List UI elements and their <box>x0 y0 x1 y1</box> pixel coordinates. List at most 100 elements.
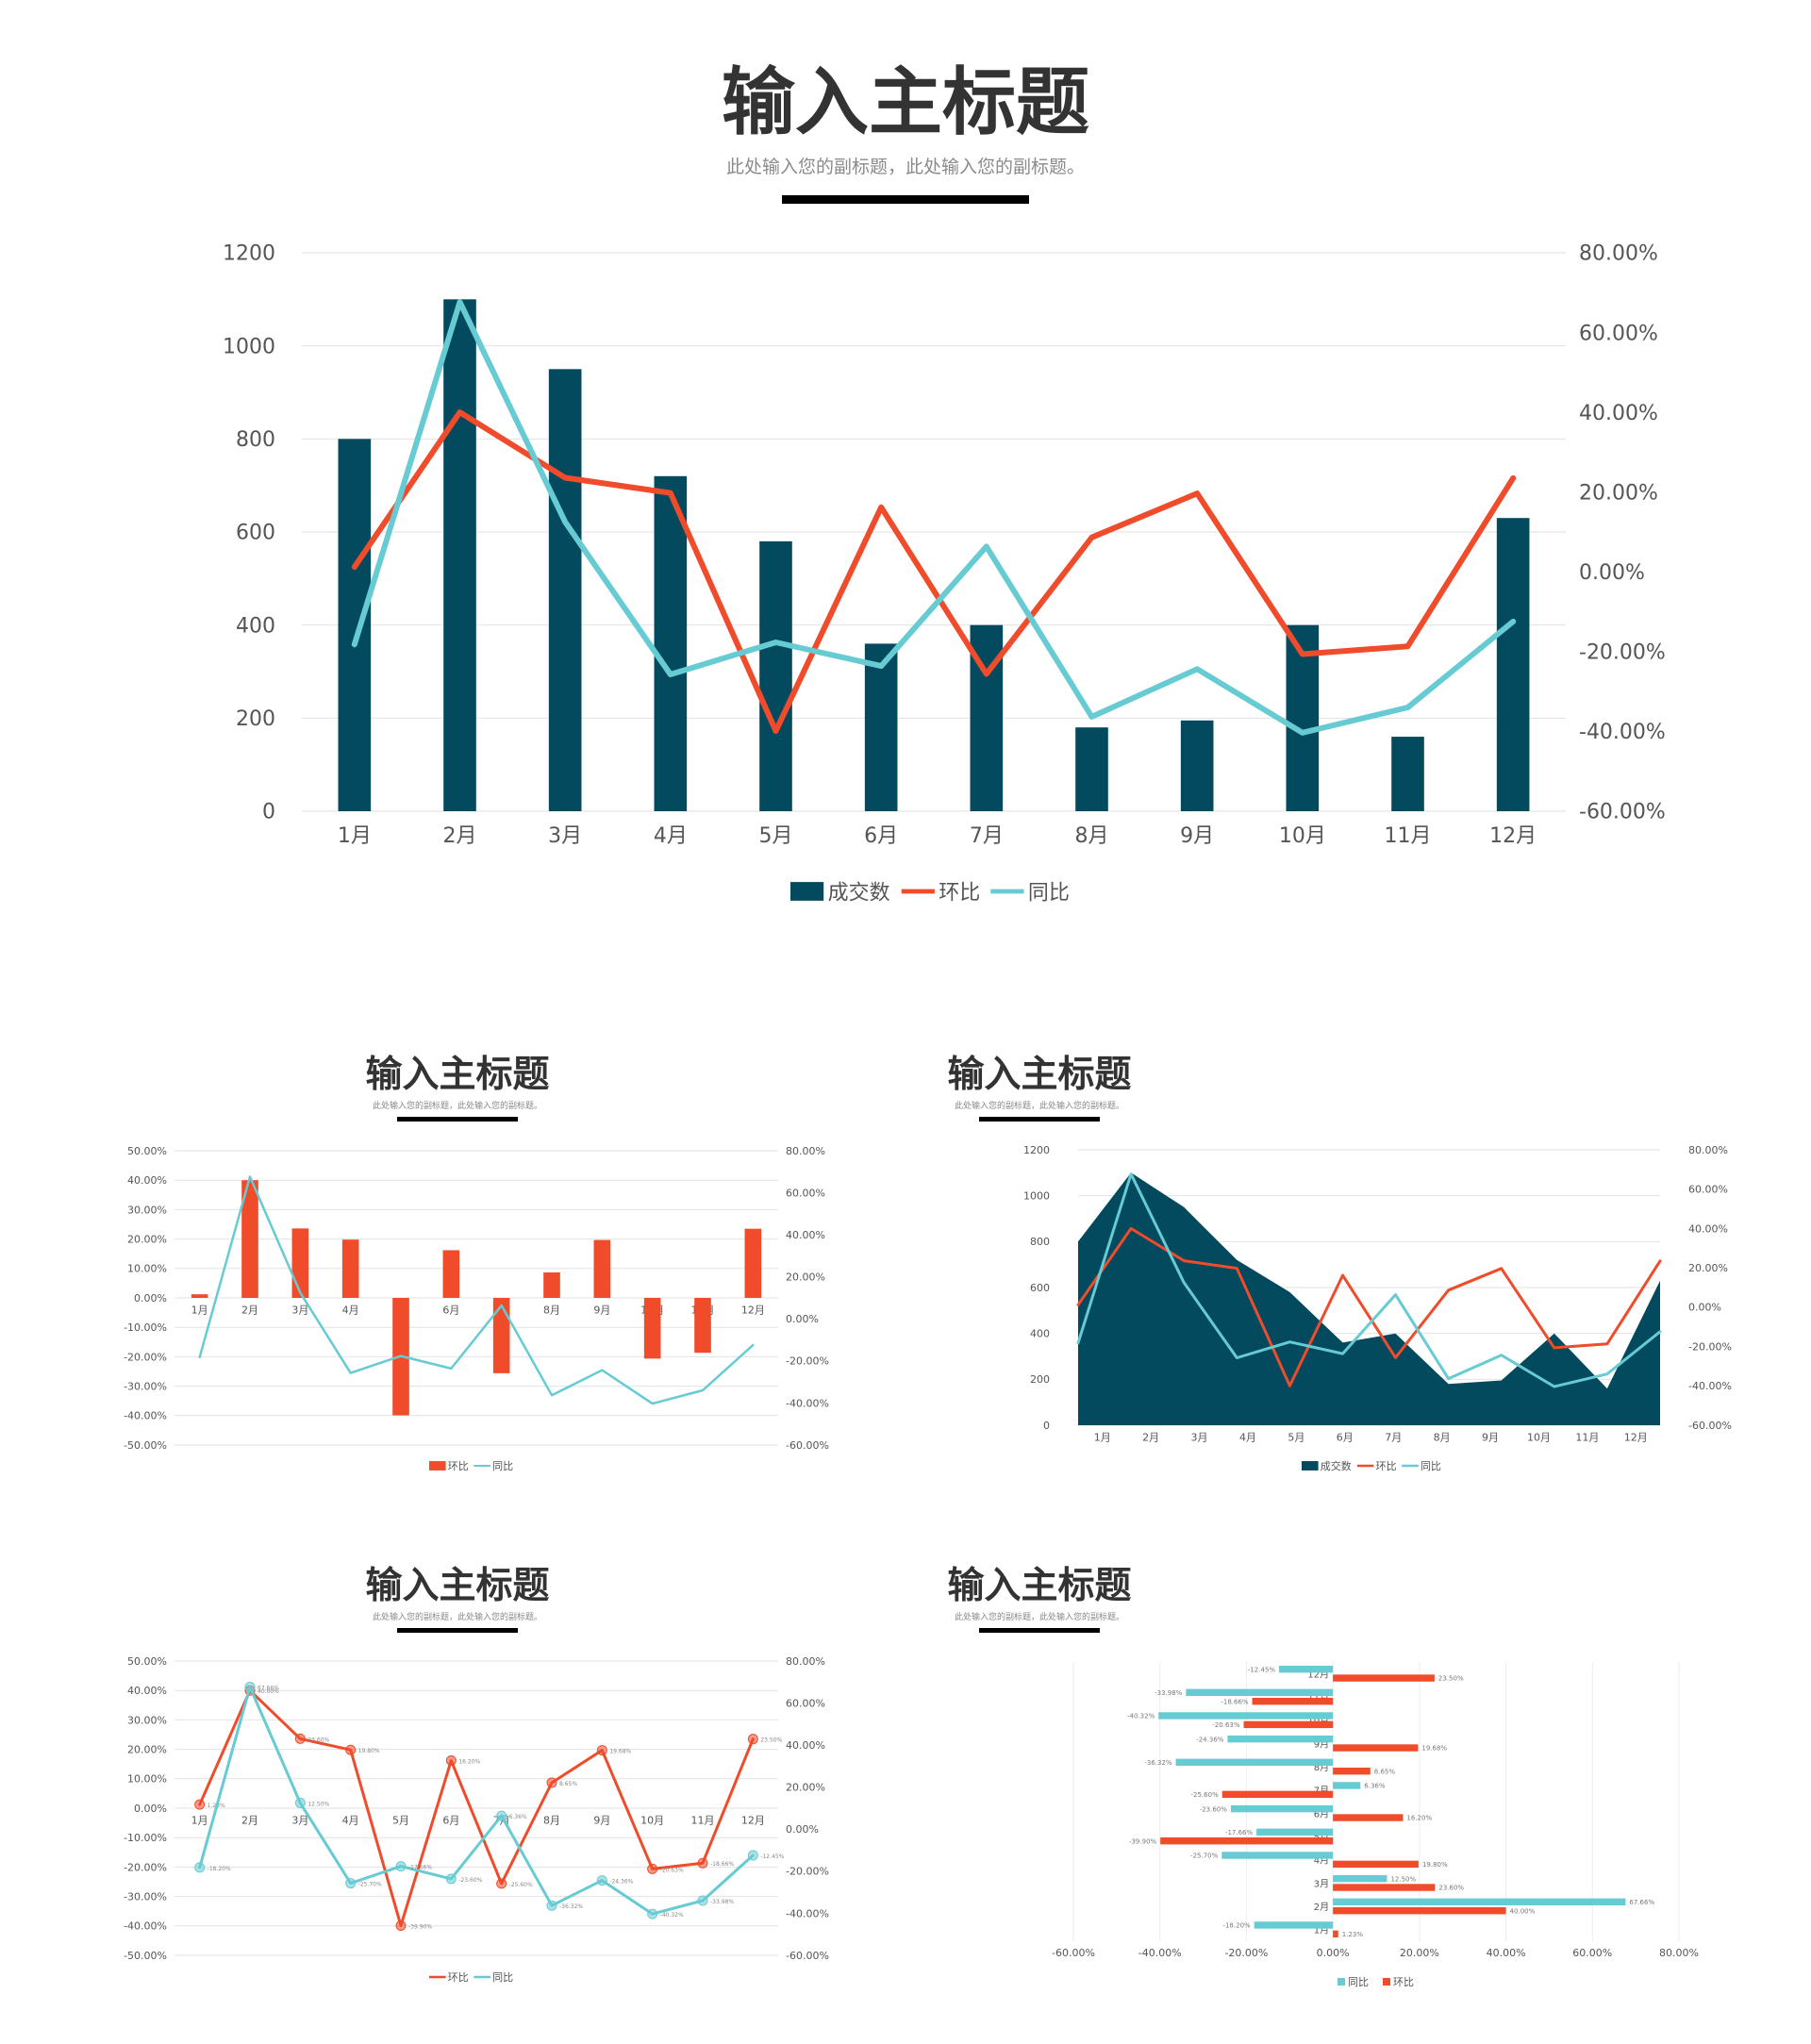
bar-环比-8月 <box>1333 1768 1371 1775</box>
point-同比-1月 <box>194 1862 206 1873</box>
x-tick-label: 4月 <box>1239 1432 1256 1444</box>
point-环比-6月 <box>445 1754 457 1766</box>
y2-tick-label: -40.00% <box>786 1907 829 1919</box>
legend-swatch-成交数 <box>790 882 824 901</box>
bar-环比-7月 <box>492 1298 510 1373</box>
y-tick-label: 1000 <box>223 335 275 358</box>
legend-label-同比: 同比 <box>1421 1460 1441 1472</box>
y-tick-label: 1000 <box>1023 1190 1050 1203</box>
data-label: 6.36% <box>509 1814 527 1820</box>
panel1-bar-line-chart: -50.00% -40.00% -30.00% -20.00% -10.00% 0.00%… <box>124 1145 829 1472</box>
bar-成交数-1月 <box>338 439 372 811</box>
x-tick-label: 12月 <box>741 1815 765 1827</box>
x-tick-label: 8月 <box>1434 1432 1451 1444</box>
legend-label-环比: 环比 <box>939 881 980 905</box>
panel1-title-block: 输入主标题 此处输入您的副标题，此处输入您的副标题。 <box>316 1056 599 1122</box>
point-环比-7月 <box>496 1878 507 1889</box>
y-tick-label: -40.00% <box>124 1410 167 1422</box>
line-环比 <box>351 409 1517 734</box>
y-tick-label: 400 <box>236 614 275 638</box>
y2-tick-label: 0.00% <box>1688 1302 1721 1314</box>
bar-成交数-12月 <box>1496 518 1530 811</box>
y2-tick-label: 80.00% <box>1579 242 1658 266</box>
data-label: -36.32% <box>559 1903 583 1910</box>
data-label: -39.90% <box>1129 1837 1157 1845</box>
x-tick-label: 10月 <box>640 1815 664 1827</box>
y2-tick-label: -40.00% <box>1579 721 1666 744</box>
y2-tick-label: 60.00% <box>786 1187 825 1199</box>
data-label: -25.60% <box>1191 1791 1220 1799</box>
line-同比 <box>1076 1172 1662 1388</box>
point-同比-10月 <box>647 1908 658 1919</box>
bar-同比-10月 <box>1158 1712 1334 1720</box>
bar-环比-12月 <box>744 1228 762 1298</box>
y-tick-label: 800 <box>236 428 275 452</box>
y-tick-label: 50.00% <box>127 1145 167 1157</box>
data-label: 40.00% <box>1510 1907 1536 1915</box>
y2-tick-label: 20.00% <box>786 1782 825 1794</box>
y-tick-label: -50.00% <box>124 1439 167 1452</box>
bar-环比-1月 <box>1333 1930 1338 1938</box>
data-label: -18.66% <box>710 1861 734 1868</box>
bar-成交数-11月 <box>1391 737 1424 811</box>
x-tick-label: 10月 <box>1279 824 1326 848</box>
data-label: 8.65% <box>1374 1768 1396 1775</box>
bar-成交数-9月 <box>1180 720 1214 811</box>
point-同比-6月 <box>445 1873 457 1885</box>
bar-环比-5月 <box>1160 1837 1334 1845</box>
y-tick-label: 1200 <box>1023 1144 1050 1156</box>
x-tick-label: 4月 <box>342 1815 359 1827</box>
y2-tick-label: -40.00% <box>786 1397 829 1409</box>
data-label: -24.36% <box>1196 1736 1224 1743</box>
y-tick-label: 1200 <box>223 242 275 266</box>
point-环比-8月 <box>546 1777 557 1788</box>
panel4-subtitle: 此处输入您的副标题，此处输入您的副标题。 <box>954 1613 1124 1622</box>
data-label: -40.32% <box>660 1912 684 1919</box>
bar-环比-12月 <box>1333 1674 1435 1682</box>
bar-环比-2月 <box>241 1180 258 1298</box>
x-tick-label: 2月 <box>1142 1432 1159 1444</box>
x-tick-label: 3月 <box>1191 1432 1208 1444</box>
legend-swatch-同比 <box>1337 1978 1345 1986</box>
legend-label-环比: 环比 <box>448 1460 469 1472</box>
y-tick-label: 10.00% <box>127 1263 167 1275</box>
x-tick-label: 80.00% <box>1659 1947 1699 1959</box>
y-tick-label: 20.00% <box>127 1233 167 1245</box>
y2-tick-label: 0.00% <box>786 1313 819 1325</box>
point-环比-4月 <box>345 1744 357 1755</box>
data-label: -18.20% <box>208 1866 231 1872</box>
bar-同比-7月 <box>1333 1782 1361 1789</box>
line-同比 <box>198 1686 755 1916</box>
x-tick-label: 11月 <box>691 1815 715 1827</box>
y-tick-label: -30.00% <box>124 1380 167 1392</box>
panel4-title-underline <box>979 1628 1100 1633</box>
data-label: -12.45% <box>1248 1666 1276 1673</box>
bar-环比-2月 <box>1333 1907 1506 1915</box>
data-label: 19.68% <box>1421 1745 1447 1753</box>
y-tick-label: 400 <box>1030 1328 1050 1340</box>
point-环比-3月 <box>294 1733 306 1744</box>
data-label: 19.80% <box>358 1748 380 1754</box>
x-tick-label: 4月 <box>654 824 688 848</box>
bar-同比-4月 <box>1221 1852 1334 1859</box>
y2-tick-label: -60.00% <box>786 1950 829 1962</box>
x-tick-label: 6月 <box>1337 1432 1354 1444</box>
y-tick-label: 200 <box>1030 1373 1050 1386</box>
data-label: 23.50% <box>1438 1675 1464 1683</box>
x-tick-label: 60.00% <box>1572 1947 1612 1959</box>
line-环比 <box>1076 1226 1662 1388</box>
bar-成交数-4月 <box>654 475 688 811</box>
legend-label-环比: 环比 <box>448 1971 469 1984</box>
x-tick-label: 6月 <box>864 824 898 848</box>
y2-tick-label: -60.00% <box>786 1439 829 1452</box>
y-tick-label: 600 <box>1030 1282 1050 1294</box>
x-tick-label: 1月 <box>1094 1432 1111 1444</box>
y2-tick-label: -20.00% <box>786 1355 829 1368</box>
x-tick-label: 9月 <box>593 1305 610 1317</box>
y-tick-label: 0.00% <box>134 1803 167 1815</box>
y2-tick-label: 40.00% <box>786 1229 825 1241</box>
x-tick-label: 2月 <box>241 1815 258 1827</box>
x-tick-label: 2月 <box>443 824 477 848</box>
bar-环比-11月 <box>1252 1698 1334 1705</box>
